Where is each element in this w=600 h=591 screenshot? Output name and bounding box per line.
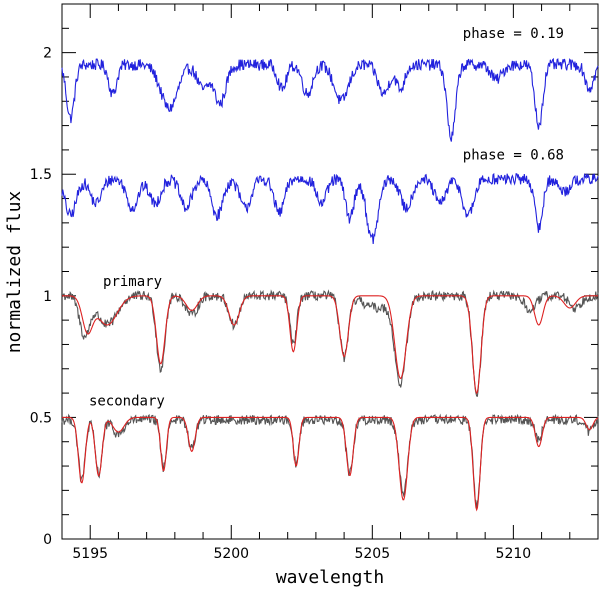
- series-phase-0-68-observed: [61, 172, 599, 244]
- x-tick-label: 5205: [354, 546, 390, 562]
- series-secondary-observed: [61, 413, 599, 510]
- series-phase-0-19-observed: [61, 57, 599, 142]
- x-tick-labels: 5195 5200 5205 5210: [72, 546, 531, 562]
- series-secondary-model: [62, 416, 599, 512]
- annotations: phase = 0.19 phase = 0.68 primary secondary: [89, 26, 564, 409]
- y-axis-title: normalized flux: [4, 191, 25, 354]
- x-tick-label: 5210: [496, 546, 532, 562]
- y-tick-label: 0: [43, 532, 52, 548]
- plot-frame: [61, 3, 599, 540]
- series-primary-model: [62, 295, 598, 395]
- axis-ticks: [61, 3, 599, 540]
- x-tick-label: 5195: [72, 546, 108, 562]
- series-primary-observed: [61, 289, 599, 397]
- annotation-label: phase = 0.19: [463, 26, 564, 42]
- y-tick-labels: 0 0.5 1 1.5 2: [30, 46, 52, 548]
- y-tick-label: 2: [43, 46, 52, 62]
- y-tick-label: 0.5: [30, 410, 52, 426]
- x-axis-title: wavelength: [276, 567, 384, 588]
- annotation-label: secondary: [89, 393, 165, 409]
- series-layer: [61, 57, 599, 512]
- y-tick-label: 1.5: [30, 167, 52, 183]
- annotation-label: phase = 0.68: [463, 148, 564, 164]
- y-tick-label: 1: [43, 289, 52, 305]
- annotation-label: primary: [103, 274, 162, 290]
- x-tick-label: 5200: [213, 546, 249, 562]
